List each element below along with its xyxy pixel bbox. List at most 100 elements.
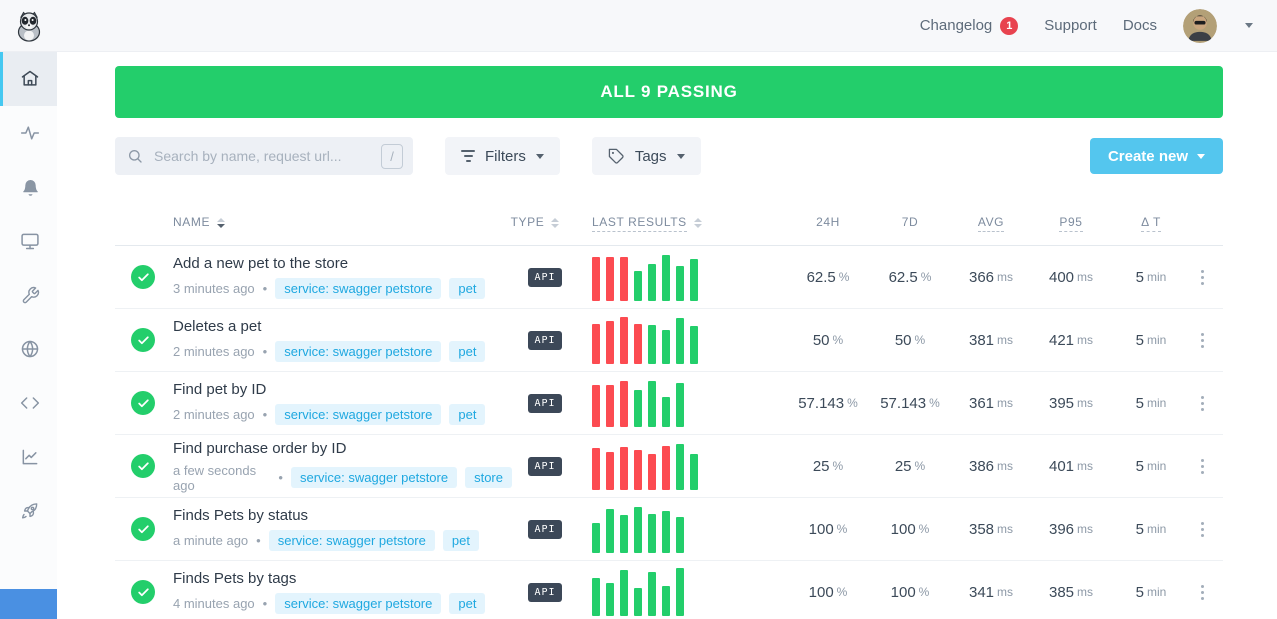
- create-new-button[interactable]: Create new: [1089, 138, 1223, 174]
- filters-button[interactable]: Filters: [445, 137, 560, 175]
- header-24h[interactable]: 24H: [816, 215, 840, 229]
- tag[interactable]: pet: [442, 530, 479, 551]
- value-p95: 400 ms: [1048, 268, 1094, 286]
- nav-support-label: Support: [1044, 17, 1097, 34]
- value-avg: 366 ms: [968, 268, 1014, 286]
- sidebar-footer-widget[interactable]: [0, 589, 57, 619]
- meta-separator: •: [262, 281, 268, 296]
- tag-service[interactable]: service: swagger petstore: [275, 341, 442, 362]
- header-avg[interactable]: AVG: [953, 215, 1029, 232]
- status-passing-icon: [131, 580, 155, 604]
- header-7d[interactable]: 7D: [901, 215, 919, 229]
- monitor-icon: [21, 233, 39, 250]
- tag-service[interactable]: service: swagger petstore: [275, 278, 442, 299]
- tag[interactable]: pet: [449, 341, 486, 362]
- tag-service[interactable]: service: swagger petstore: [275, 404, 442, 425]
- tag[interactable]: pet: [449, 593, 486, 614]
- value-avg: 358 ms: [968, 520, 1014, 538]
- row-menu-button[interactable]: [1195, 579, 1210, 606]
- tag[interactable]: store: [465, 467, 512, 488]
- status-banner[interactable]: ALL 9 PASSING: [115, 66, 1223, 118]
- last-results-chart[interactable]: [592, 253, 698, 301]
- table-row[interactable]: Add a new pet to the store 3 minutes ago…: [115, 246, 1223, 309]
- value-delta-t: 5 min: [1135, 583, 1167, 601]
- value-7d: 50%: [894, 331, 926, 349]
- user-menu-caret-icon[interactable]: [1245, 23, 1253, 28]
- tag[interactable]: pet: [449, 404, 486, 425]
- table-header: NAME TYPE LAST RESULTS 24H 7D AVG P95 Δ …: [115, 201, 1223, 246]
- sort-icon[interactable]: [693, 218, 702, 228]
- table-row[interactable]: Find purchase order by ID a few seconds …: [115, 435, 1223, 498]
- check-name[interactable]: Find purchase order by ID: [173, 439, 347, 457]
- sidebar-item-dashboards[interactable]: [0, 214, 57, 268]
- status-passing-icon: [131, 391, 155, 415]
- app-logo[interactable]: [12, 9, 46, 43]
- sidebar-item-snippets[interactable]: [0, 376, 57, 430]
- sort-icon[interactable]: [217, 218, 226, 228]
- wrench-icon: [22, 286, 39, 303]
- value-7d: 100%: [890, 583, 930, 601]
- check-name[interactable]: Add a new pet to the store: [173, 255, 349, 272]
- tag[interactable]: pet: [449, 278, 486, 299]
- header-delta-t[interactable]: Δ T: [1113, 215, 1189, 232]
- create-new-caret-icon: [1197, 153, 1205, 159]
- search-box[interactable]: /: [115, 137, 413, 175]
- sidebar-item-home[interactable]: [0, 52, 57, 106]
- nav-support[interactable]: Support: [1044, 17, 1097, 34]
- last-results-chart[interactable]: [592, 568, 684, 616]
- sidebar-item-analytics[interactable]: [0, 430, 57, 484]
- status-passing-icon: [131, 328, 155, 352]
- sidebar-item-alerts[interactable]: [0, 160, 57, 214]
- sort-icon[interactable]: [551, 218, 560, 228]
- header-last-results[interactable]: LAST RESULTS: [578, 215, 789, 232]
- value-24h: 57.143%: [798, 394, 858, 412]
- tag-service[interactable]: service: swagger petstore: [268, 530, 435, 551]
- row-menu-button[interactable]: [1195, 390, 1210, 417]
- sidebar-item-private-locations[interactable]: [0, 322, 57, 376]
- chart-icon: [22, 449, 38, 465]
- last-results-chart[interactable]: [592, 442, 698, 490]
- last-results-chart[interactable]: [592, 379, 684, 427]
- type-badge: API: [528, 267, 562, 287]
- row-menu-button[interactable]: [1195, 516, 1210, 543]
- nav-docs[interactable]: Docs: [1123, 17, 1157, 34]
- value-24h: 100%: [808, 520, 848, 538]
- header-type[interactable]: TYPE: [502, 215, 568, 231]
- sidebar-item-activity[interactable]: [0, 106, 57, 160]
- last-results-chart[interactable]: [592, 505, 684, 553]
- check-name[interactable]: Deletes a pet: [173, 318, 262, 335]
- table-row[interactable]: Deletes a pet 2 minutes ago • service: s…: [115, 309, 1223, 372]
- table-row[interactable]: Find pet by ID 2 minutes ago • service: …: [115, 372, 1223, 435]
- value-delta-t: 5 min: [1135, 394, 1167, 412]
- table-row[interactable]: Finds Pets by tags 4 minutes ago • servi…: [115, 561, 1223, 619]
- search-input[interactable]: [152, 147, 381, 165]
- sidebar-item-maintenance[interactable]: [0, 268, 57, 322]
- value-p95: 401 ms: [1048, 457, 1094, 475]
- value-7d: 25%: [894, 457, 926, 475]
- nav-changelog[interactable]: Changelog 1: [919, 16, 1019, 35]
- row-menu-button[interactable]: [1195, 327, 1210, 354]
- value-avg: 381 ms: [968, 331, 1014, 349]
- check-name[interactable]: Finds Pets by tags: [173, 570, 297, 587]
- check-name[interactable]: Finds Pets by status: [173, 507, 309, 524]
- check-time: 4 minutes ago: [173, 596, 255, 611]
- user-avatar[interactable]: [1183, 8, 1217, 43]
- type-badge: API: [528, 456, 562, 476]
- sidebar-item-quickstart[interactable]: [0, 484, 57, 538]
- bell-icon: [22, 179, 38, 196]
- header-p95[interactable]: P95: [1029, 215, 1113, 232]
- tags-button[interactable]: Tags: [591, 137, 701, 175]
- tag-service[interactable]: service: swagger petstore: [275, 593, 442, 614]
- table-row[interactable]: Finds Pets by status a minute ago • serv…: [115, 498, 1223, 561]
- last-results-chart[interactable]: [592, 316, 698, 364]
- code-icon: [20, 397, 40, 409]
- nav-changelog-label: Changelog: [919, 17, 993, 34]
- row-menu-button[interactable]: [1195, 453, 1210, 480]
- value-p95: 395 ms: [1048, 394, 1094, 412]
- check-name[interactable]: Find pet by ID: [173, 381, 267, 398]
- tag-service[interactable]: service: swagger petstore: [290, 467, 458, 488]
- checks-table: NAME TYPE LAST RESULTS 24H 7D AVG P95 Δ …: [115, 201, 1223, 619]
- row-menu-button[interactable]: [1195, 264, 1210, 291]
- header-name[interactable]: NAME: [173, 215, 512, 231]
- type-badge: API: [528, 519, 562, 539]
